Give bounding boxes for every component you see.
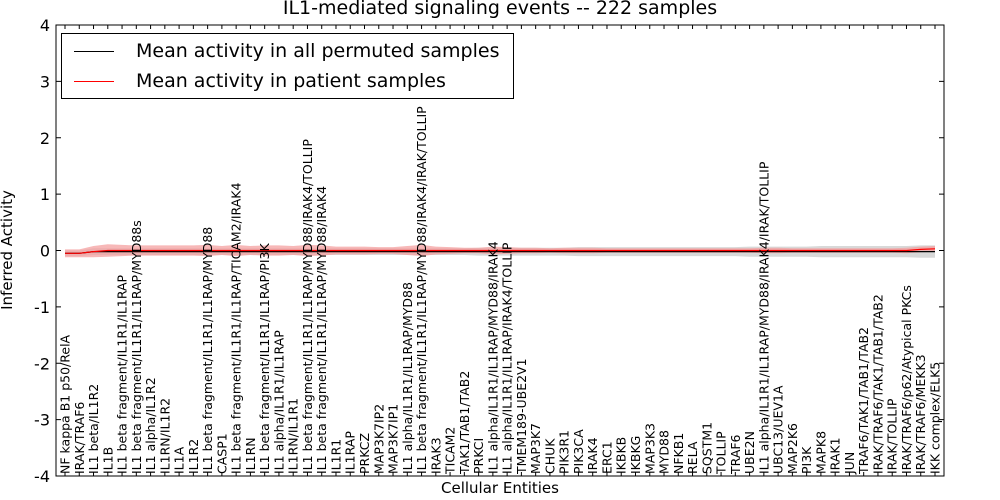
x-tick-label: SQSTM1 (699, 422, 714, 474)
x-tick-label: ERC1 (599, 441, 614, 474)
patient-mean-line (65, 248, 936, 254)
x-tick-label: UBC13/UEV1A (771, 385, 786, 474)
x-tick-label: IL1 alpha/IL1R1/IL1RAP/MYD88/IRAK4/IRAK/… (756, 161, 771, 474)
x-tick-label: IL1 beta fragment/IL1R1/IL1RAP/MYD88 (200, 227, 215, 474)
x-tick-label: RELA (685, 441, 700, 474)
x-tick-label: IRAK/TRAF6/TAK1/TAB1/TAB2 (870, 294, 885, 474)
y-tick-label: 4 (40, 16, 50, 35)
legend-label-permuted: Mean activity in all permuted samples (136, 40, 500, 62)
x-tick-label: PI3K (799, 446, 814, 474)
x-tick-label: IL1 beta fragment/IL1R1/IL1RAP (115, 274, 130, 474)
x-tick-label: IL1RAP (343, 431, 358, 474)
permuted-mean-line (65, 251, 935, 254)
x-tick-label: MAP2K6 (785, 423, 800, 474)
x-tick-label: PIK3CA (571, 429, 586, 474)
x-tick-label: IRAK/TOLLIP (885, 398, 900, 474)
legend-swatch-red (74, 80, 114, 82)
x-tick-label: MAP3K7IP1 (386, 404, 401, 474)
y-tick-label: -3 (34, 411, 50, 430)
legend-swatch-black (74, 50, 114, 52)
x-tick-label: IL1 beta fragment/IL1R1/IL1RAP/MYD88/IRA… (300, 139, 315, 474)
legend: Mean activity in all permuted samples Me… (61, 33, 514, 99)
x-tick-label: MYD88 (657, 430, 672, 474)
y-tick-label: -1 (34, 298, 50, 317)
x-tick-label: IL1 beta fragment/IL1R1/IL1RAP/MYD88/IRA… (414, 106, 429, 474)
x-tick-label: IKK complex/ELK5 (928, 362, 943, 474)
x-tick-label: UBE2N (742, 431, 757, 474)
y-tick-label: -2 (34, 354, 50, 373)
x-tick-label: IKBKG (628, 436, 643, 474)
x-tick-label: MAPK8 (813, 431, 828, 474)
chart-title: IL1-mediated signaling events -- 222 sam… (283, 0, 717, 19)
x-tick-label: IL1 beta fragment/IL1R1/IL1RAP/PI3K (257, 243, 272, 474)
x-tick-label: TRAF6 (728, 434, 743, 475)
x-tick-label: IL1 beta/IL1R2 (86, 384, 101, 474)
x-tick-label: IL1 alpha/IL1R1/IL1RAP (271, 330, 286, 474)
y-axis-ticks: -4 -3 -2 -1 0 1 2 3 4 (34, 16, 944, 486)
x-tick-label: IL1RN/IL1R2 (157, 398, 172, 474)
x-tick-label: IL1RN (243, 437, 258, 474)
legend-entry-patient: Mean activity in patient samples (62, 69, 446, 93)
x-tick-label: TICAM2 (443, 427, 458, 475)
x-tick-label: MAP3K7 (528, 423, 543, 474)
x-tick-label: IRAK/TRAF6 (72, 402, 87, 474)
legend-label-patient: Mean activity in patient samples (136, 70, 446, 92)
x-tick-label: CASP1 (214, 433, 229, 474)
x-tick-label: IL1 beta fragment/IL1R1/IL1RAP/MYD88/IRA… (314, 186, 329, 474)
x-tick-label: IL1 alpha/IL1R1/IL1RAP/MYD88 (400, 282, 415, 474)
x-tick-label: IRAK/TRAF6/MEKK3 (913, 354, 928, 474)
x-tick-label: IL1B (100, 447, 115, 474)
x-tick-label: TMEM189-UBE2V1 (514, 358, 529, 475)
x-tick-label: IL1 alpha/IL1R1/IL1RAP/MYD88/IRAK4 (485, 241, 500, 474)
x-tick-label: IRAK4 (585, 437, 600, 474)
x-tick-label: IKBKB (614, 437, 629, 474)
x-tick-label: IL1R1 (328, 439, 343, 474)
y-tick-label: 1 (40, 185, 50, 204)
legend-entry-permuted: Mean activity in all permuted samples (62, 39, 499, 63)
x-tick-label: IL1A (172, 446, 187, 474)
x-tick-label: IRAK/TRAF6/p62/Atypical PKCs (899, 285, 914, 474)
x-tick-label: NF kappa B1 p50/RelA (58, 334, 73, 474)
x-tick-label: IRAK1 (828, 437, 843, 474)
x-tick-label: IL1 beta fragment/IL1R1/IL1RAP/MYD88s (129, 220, 144, 474)
x-tick-label: IL1R2 (186, 439, 201, 474)
x-tick-label: IL1 alpha/IL1R1/IL1RAP/IRAK4/TOLLIP (500, 242, 515, 474)
x-tick-label: MAP3K7IP2 (371, 404, 386, 474)
x-tick-label: JUN (842, 452, 857, 475)
x-axis-label: Cellular Entities (441, 479, 559, 497)
x-tick-label: NFKB1 (671, 433, 686, 474)
x-tick-label: IL1 beta fragment/IL1R1/IL1RAP/TICAM2/IR… (229, 183, 244, 474)
x-tick-label: PRKCI (471, 438, 486, 474)
x-tick-label: PRKCZ (357, 433, 372, 474)
x-tick-label: MAP3K3 (642, 423, 657, 474)
x-tick-label: IRAK3 (428, 437, 443, 474)
y-tick-label: 3 (40, 72, 50, 91)
x-tick-label: IL1RN/IL1R1 (286, 398, 301, 474)
x-tick-label: PIK3R1 (557, 430, 572, 474)
x-axis-ticks: NF kappa B1 p50/RelA IRAK/TRAF6 IL1 beta/I… (58, 25, 943, 476)
y-tick-label: -4 (34, 467, 50, 486)
x-tick-label: TAK1/TAB1/TAB2 (457, 371, 472, 475)
x-tick-label: CHUK (542, 438, 557, 474)
y-tick-label: 0 (40, 242, 50, 261)
y-axis-label: Inferred Activity (0, 190, 16, 310)
x-tick-label: TRAF6/TAK1/TAB1/TAB2 (856, 327, 871, 475)
x-tick-label: TOLLIP (714, 431, 729, 475)
y-tick-label: 2 (40, 129, 50, 148)
x-tick-label: IL1 alpha/IL1R2 (143, 377, 158, 474)
series-lines (65, 248, 936, 254)
